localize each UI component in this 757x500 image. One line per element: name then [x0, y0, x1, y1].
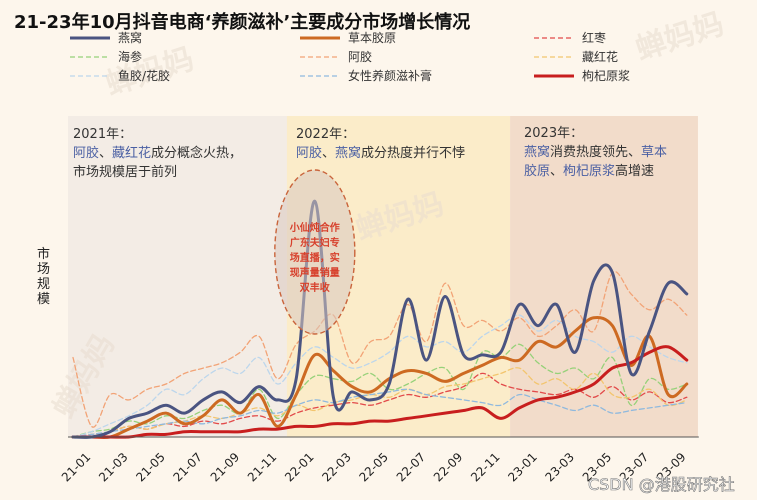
- legend-label-0: 燕窝: [118, 30, 142, 45]
- x-tick-label: 22-03: [319, 450, 354, 485]
- series-line-0: [71, 199, 689, 439]
- annotation-header-p2022: 2022年：: [296, 127, 355, 142]
- series-line-2: [72, 372, 688, 438]
- y-axis-label-char: 模: [37, 292, 50, 307]
- annotation-text: 燕窝: [335, 145, 361, 161]
- bubble-ellipse: [274, 169, 356, 335]
- legend-label-3: 海参: [118, 49, 142, 64]
- annotation-header-p2021: 2021年：: [73, 127, 132, 142]
- y-axis-label-char: 规: [37, 277, 50, 292]
- annotation-text: 枸杞原浆: [563, 164, 615, 179]
- annotation-text: 草本: [641, 145, 667, 160]
- annotation-text: 成分热度并行不悖: [361, 145, 465, 161]
- legend-label-2: 红枣: [582, 30, 606, 45]
- bubble-text: 现声量销量: [290, 266, 340, 279]
- annotation-text: 阿胶: [73, 145, 99, 161]
- source-watermark: CSDN @港股研究社: [588, 475, 735, 494]
- bubble-text: 场直播，实: [290, 251, 340, 264]
- x-tick-label: 21-11: [245, 450, 280, 485]
- annotations: 2021年：阿胶、藏红花成分概念火热，市场规模居于前列2022年：阿胶、燕窝成分…: [73, 126, 667, 180]
- legend-label-7: 女性养颜滋补膏: [348, 68, 432, 83]
- x-tick-label: 23-03: [542, 450, 577, 485]
- series-line-7: [72, 388, 688, 438]
- annotation-text: 藏红花: [112, 145, 151, 161]
- series-line-6: [72, 314, 688, 438]
- bubble-text: 小仙炖合作: [289, 221, 340, 234]
- annotation-text: 市场规模居于前列: [73, 164, 177, 180]
- annotation-line-p2022: 阿胶、燕窝成分热度并行不悖: [296, 145, 465, 161]
- y-axis-label: 市场规模: [37, 246, 50, 307]
- y-axis-label-char: 市: [37, 246, 50, 262]
- x-tick-label: 23-01: [505, 450, 540, 485]
- x-tick-label: 22-01: [282, 450, 317, 485]
- bubble-text: 广东夫妇专: [290, 236, 340, 249]
- x-tick-label: 22-11: [468, 450, 503, 485]
- annotation-text: 成分概念火热，: [151, 145, 242, 161]
- x-tick-label: 21-07: [170, 450, 205, 485]
- y-axis-label-char: 场: [37, 262, 50, 277]
- legend-label-5: 藏红花: [582, 49, 618, 64]
- annotation-text: 、: [99, 146, 112, 161]
- bubble-text: 双丰收: [300, 281, 330, 294]
- x-tick-label: 21-01: [59, 450, 94, 485]
- x-tick-label: 21-05: [133, 450, 168, 485]
- legend-label-6: 鱼胶/花胶: [118, 68, 170, 83]
- annotation-text: 、: [322, 146, 335, 161]
- annotation-line-p2021: 阿胶、藏红花成分概念火热，: [73, 145, 242, 161]
- x-tick-label: 22-05: [356, 450, 391, 485]
- series-line-8: [71, 345, 689, 439]
- x-tick-label: 21-09: [208, 450, 243, 485]
- annotation-line-p2021: 市场规模居于前列: [73, 164, 177, 180]
- series-line-4: [72, 270, 688, 428]
- annotation-line-p2023: 燕窝消费热度领先、草本: [524, 144, 667, 160]
- x-tick-label: 22-07: [394, 450, 429, 485]
- annotation-text: 高增速: [615, 163, 654, 179]
- annotation-text: 、: [550, 164, 563, 179]
- background-layer: [68, 116, 698, 437]
- x-tick-label: 22-09: [431, 450, 466, 485]
- period-panel-2021: [68, 116, 287, 437]
- annotation-text: 阿胶: [296, 145, 322, 161]
- series-layer: [71, 199, 689, 440]
- legend-label-8: 枸杞原浆: [582, 68, 630, 83]
- annotation-text: 消费热度领先、: [550, 144, 641, 160]
- annotation-text: 燕窝: [524, 144, 550, 160]
- chart-title: 21-23年10月抖音电商‘养颜滋补’主要成分市场增长情况: [14, 11, 470, 33]
- bg-watermark: 蝉妈妈: [632, 7, 728, 68]
- annotation-header-p2023: 2023年：: [524, 126, 583, 141]
- x-tick-label: 21-03: [96, 450, 131, 485]
- legend-label-4: 阿胶: [348, 49, 372, 64]
- annotation-text: 胶原: [524, 163, 550, 179]
- annotation-line-p2023: 胶原、枸杞原浆高增速: [524, 163, 654, 179]
- legend-label-1: 草本胶原: [348, 30, 396, 45]
